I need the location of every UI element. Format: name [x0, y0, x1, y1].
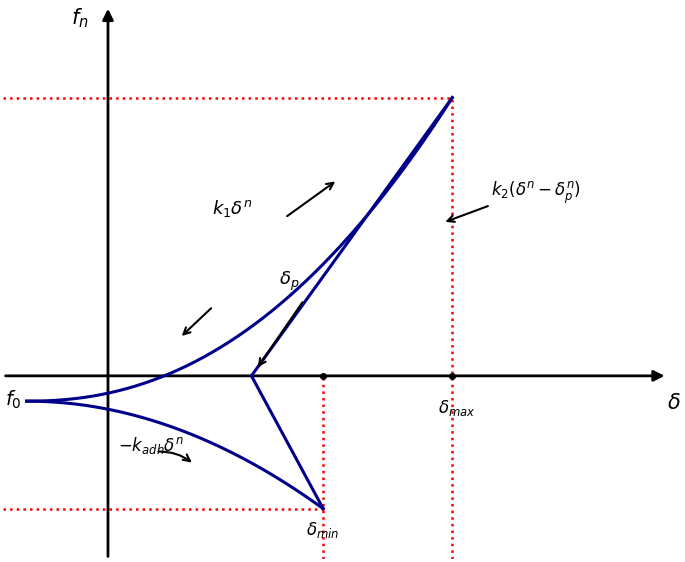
Text: $\delta$: $\delta$ — [667, 393, 681, 413]
Text: $f_n$: $f_n$ — [71, 6, 89, 30]
Text: $\delta_p$: $\delta_p$ — [279, 269, 300, 293]
Text: $-k_{adh}\delta^n$: $-k_{adh}\delta^n$ — [118, 435, 184, 456]
Text: $k_2(\delta^n - \delta_p^n)$: $k_2(\delta^n - \delta_p^n)$ — [490, 179, 581, 206]
Text: $f_0$: $f_0$ — [5, 388, 22, 411]
Text: $\delta_{max}$: $\delta_{max}$ — [438, 398, 476, 418]
Text: $\delta_{min}$: $\delta_{min}$ — [306, 520, 340, 540]
Text: $k_1\delta^n$: $k_1\delta^n$ — [212, 198, 253, 219]
